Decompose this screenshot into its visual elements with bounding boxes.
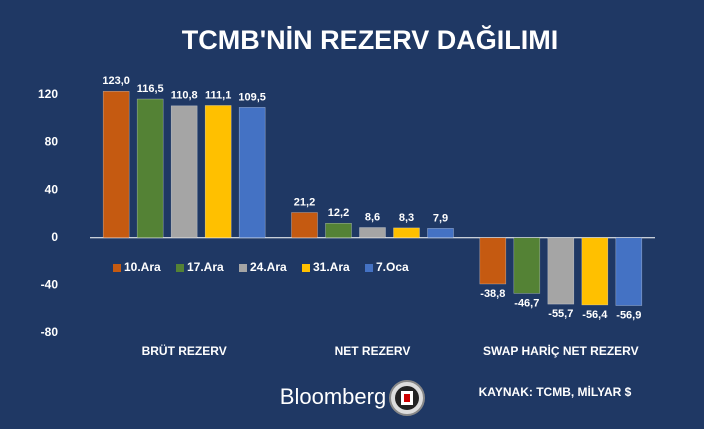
value-label: 8,6 <box>365 211 380 223</box>
y-tick-label: 0 <box>51 230 58 244</box>
legend-swatch <box>239 264 247 272</box>
legend-label: 10.Ara <box>124 260 161 274</box>
value-label: 21,2 <box>294 196 315 208</box>
bar <box>359 227 386 239</box>
bar <box>102 91 130 239</box>
value-label: -38,8 <box>480 288 505 300</box>
y-tick-label: -40 <box>41 278 59 292</box>
y-tick-label: 120 <box>38 87 58 101</box>
x-tick-label: BRÜT REZERV <box>142 343 227 358</box>
legend-swatch <box>365 264 373 272</box>
y-tick-label: -80 <box>41 325 59 339</box>
value-label: 123,0 <box>102 75 130 87</box>
bar <box>325 222 352 239</box>
value-label: 109,5 <box>238 91 266 103</box>
value-label: 110,8 <box>171 90 198 102</box>
value-label: 12,2 <box>328 207 349 219</box>
chart-title: TCMB'NİN REZERV DAĞILIMI <box>182 24 558 55</box>
brand: Bloomberg <box>280 384 386 409</box>
bar <box>238 107 266 239</box>
bar <box>547 237 575 305</box>
legend-swatch <box>302 264 310 272</box>
bar <box>170 105 198 239</box>
bar <box>479 237 507 285</box>
bar <box>427 228 454 239</box>
x-tick-label: SWAP HARİÇ NET REZERV <box>483 343 639 358</box>
bar <box>615 237 643 306</box>
bar <box>513 237 541 294</box>
value-label: -46,7 <box>514 297 539 309</box>
legend-swatch <box>176 264 184 272</box>
legend-label: 7.Oca <box>376 260 409 274</box>
legend-label: 24.Ara <box>250 260 287 274</box>
value-label: -56,9 <box>616 309 641 321</box>
bar <box>204 105 232 239</box>
y-tick-label: 40 <box>45 182 59 196</box>
value-label: 116,5 <box>137 83 164 95</box>
logo <box>389 380 425 416</box>
y-tick-label: 80 <box>45 135 59 149</box>
value-label: 111,1 <box>205 89 231 101</box>
bar <box>136 98 164 239</box>
source: KAYNAK: TCMB, MİLYAR $ <box>479 384 632 399</box>
legend-label: 31.Ara <box>313 260 350 274</box>
value-label: 8,3 <box>399 212 414 224</box>
bar <box>291 212 318 239</box>
legend-swatch <box>113 264 121 272</box>
bar <box>581 237 609 306</box>
legend-label: 17.Ara <box>187 260 224 274</box>
x-tick-label: NET REZERV <box>335 344 411 358</box>
value-label: 7,9 <box>433 212 448 224</box>
bar <box>393 227 420 239</box>
value-label: -55,7 <box>548 308 573 320</box>
value-label: -56,4 <box>582 309 608 321</box>
